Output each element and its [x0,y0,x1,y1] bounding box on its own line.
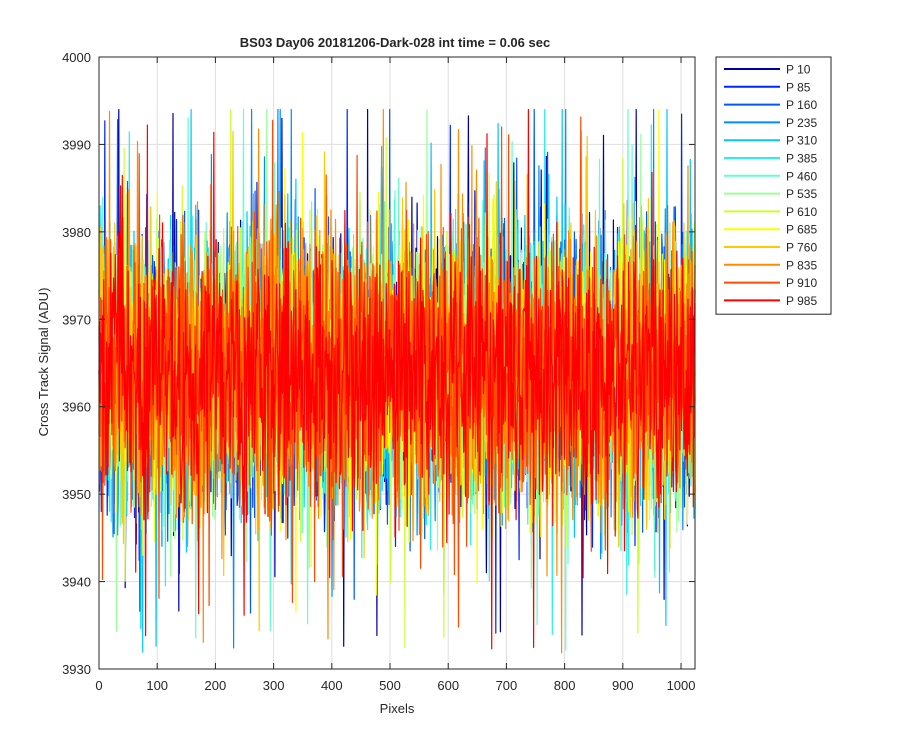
x-tick-label: 700 [496,678,518,693]
legend-entry: P 85 [786,80,811,94]
x-tick-label: 800 [554,678,576,693]
legend-entry: P 685 [786,223,817,237]
x-tick-label: 300 [263,678,285,693]
legend-entry: P 10 [786,63,811,77]
legend-entry: P 910 [786,276,817,290]
legend-box [715,56,832,315]
legend-entry: P 610 [786,205,817,219]
y-tick-label: 3940 [62,575,91,590]
legend-entry: P 310 [786,134,817,148]
series-line-p985 [98,108,696,650]
legend-entry: P 985 [786,294,817,308]
axes-box [98,56,696,670]
legend-entry: P 160 [786,98,817,112]
y-tick-label: 3990 [62,137,91,152]
y-tick-label: 3930 [62,662,91,677]
legend-entry: P 535 [786,187,817,201]
y-tick-label: 3980 [62,225,91,240]
x-tick-label: 600 [437,678,459,693]
x-tick-label: 500 [379,678,401,693]
y-axis-label: Cross Track Signal (ADU) [36,288,51,437]
x-tick-label: 400 [321,678,343,693]
y-tick-label: 3970 [62,312,91,327]
legend-entry: P 235 [786,116,817,130]
axis-ticks: 0 100 200 300 400 500 600 700 800 900 1000 3930 3940… [62,50,695,693]
y-tick-label: 4000 [62,50,91,65]
legend-entry: P 760 [786,241,817,255]
series-lines [98,108,696,654]
chart-title: BS03 Day06 20181206-Dark-028 int time = … [240,35,550,50]
legend: P 10 P 85 P 160 P 235 P 310 P 385 P 460 P 535 P … [715,56,832,315]
legend-entry: P 385 [786,152,817,166]
legend-entry: P 835 [786,258,817,272]
x-tick-label: 900 [612,678,634,693]
y-tick-label: 3960 [62,400,91,415]
legend-entry: P 460 [786,169,817,183]
x-axis-label: Pixels [380,701,415,716]
y-tick-label: 3950 [62,487,91,502]
x-tick-label: 0 [95,678,102,693]
x-tick-label: 200 [205,678,227,693]
x-tick-label: 1000 [667,678,696,693]
x-tick-label: 100 [146,678,168,693]
